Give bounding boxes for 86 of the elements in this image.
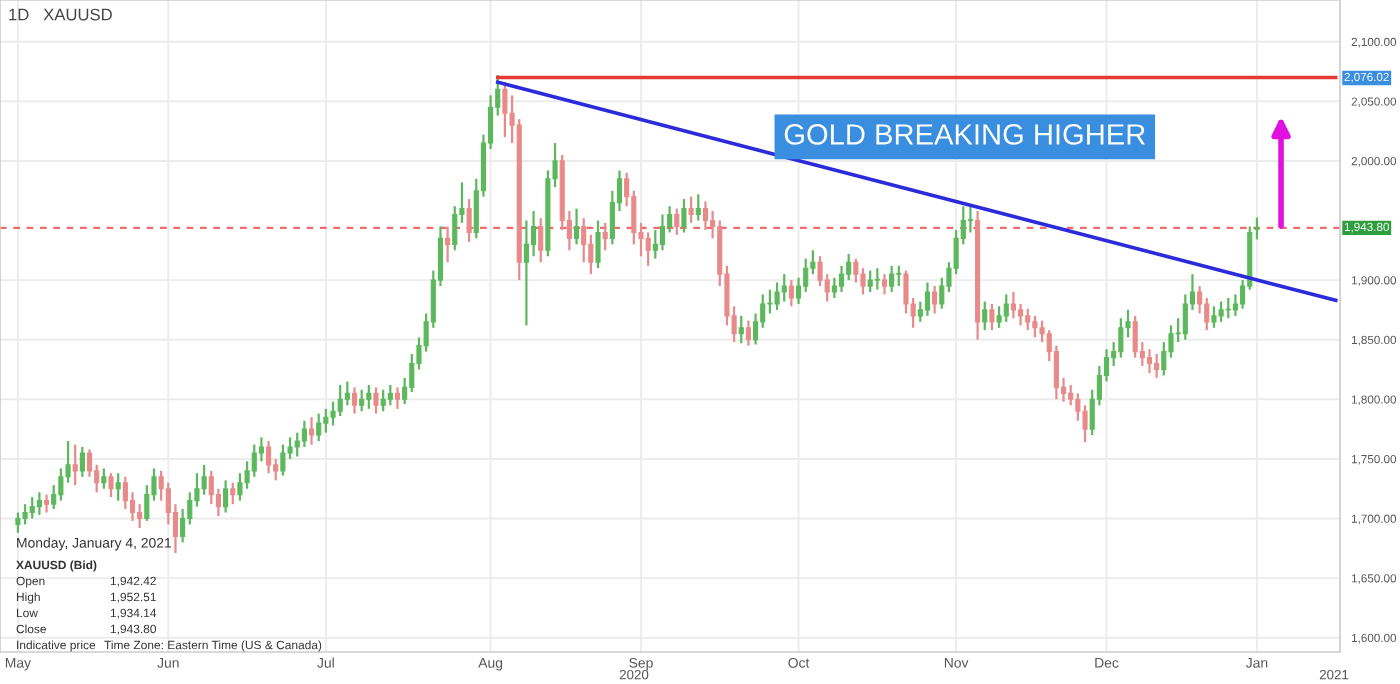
candlestick bbox=[466, 197, 472, 244]
candlestick bbox=[595, 219, 601, 270]
candlestick bbox=[602, 221, 608, 252]
candlestick bbox=[280, 443, 286, 477]
candlestick bbox=[967, 205, 974, 234]
candlestick bbox=[781, 273, 787, 303]
candlestick bbox=[344, 380, 350, 407]
candlestick bbox=[394, 386, 401, 410]
candlestick bbox=[659, 213, 666, 252]
candlestick bbox=[1132, 314, 1138, 359]
candlestick bbox=[108, 472, 114, 499]
candlestick bbox=[681, 197, 687, 234]
candlestick bbox=[1218, 300, 1224, 323]
candlestick bbox=[258, 436, 264, 463]
candlestick bbox=[867, 269, 873, 294]
candlestick bbox=[1146, 348, 1153, 375]
candlestick bbox=[896, 264, 902, 288]
candlestick bbox=[43, 493, 50, 514]
candlestick bbox=[674, 207, 680, 236]
candlestick bbox=[79, 445, 85, 478]
candlestick bbox=[695, 193, 701, 222]
candlestick bbox=[230, 481, 236, 506]
candlestick bbox=[1032, 314, 1038, 339]
candlestick bbox=[889, 264, 895, 294]
candlestick bbox=[932, 284, 938, 315]
annotation: GOLD BREAKING HIGHER bbox=[784, 124, 1145, 145]
candlestick bbox=[29, 495, 35, 520]
candlestick bbox=[860, 267, 866, 296]
candlestick bbox=[452, 205, 458, 252]
candlestick bbox=[223, 479, 229, 514]
candlestick bbox=[924, 281, 931, 317]
candlestick bbox=[101, 467, 107, 490]
candlestick bbox=[86, 448, 93, 478]
candlestick bbox=[702, 200, 709, 232]
candlestick bbox=[939, 276, 945, 310]
candlestick bbox=[316, 412, 322, 443]
candlestick bbox=[51, 484, 57, 511]
candlestick bbox=[989, 302, 995, 332]
candlestick bbox=[745, 319, 751, 347]
candlestick bbox=[115, 472, 121, 502]
candlestick bbox=[523, 219, 529, 327]
candlestick bbox=[688, 195, 694, 225]
candlestick bbox=[795, 276, 802, 306]
candlestick bbox=[22, 503, 28, 526]
candlestick bbox=[1161, 340, 1167, 377]
candlestick bbox=[308, 416, 315, 446]
candlestick bbox=[838, 264, 845, 294]
candlestick bbox=[359, 388, 365, 413]
annotation: 1D XAUUSD bbox=[9, 8, 112, 21]
candlestick bbox=[738, 314, 744, 345]
candlestick bbox=[502, 81, 508, 139]
candlestick bbox=[645, 231, 651, 267]
candlestick bbox=[351, 386, 358, 415]
candlestick bbox=[982, 300, 988, 332]
candlestick bbox=[323, 407, 329, 434]
candlestick bbox=[380, 388, 386, 413]
candlestick bbox=[445, 225, 451, 264]
candlestick bbox=[1211, 305, 1217, 329]
candlestick bbox=[874, 267, 880, 291]
candlestick bbox=[788, 279, 794, 308]
candlestick bbox=[538, 217, 544, 264]
candlestick bbox=[881, 273, 888, 296]
candlestick bbox=[180, 507, 186, 544]
candlestick bbox=[366, 383, 372, 410]
candlestick bbox=[144, 484, 150, 522]
candlestick bbox=[1068, 383, 1074, 407]
candlestick bbox=[767, 288, 773, 315]
candlestick bbox=[1010, 290, 1016, 320]
candlestick bbox=[251, 443, 257, 478]
candlestick bbox=[15, 511, 21, 534]
candlestick bbox=[573, 207, 580, 246]
candlestick bbox=[1003, 293, 1009, 323]
candlestick bbox=[1118, 317, 1124, 359]
candlestick bbox=[581, 217, 587, 264]
candlestick bbox=[774, 281, 780, 312]
candlestick bbox=[1225, 296, 1231, 320]
candlestick bbox=[301, 419, 307, 449]
candlestick bbox=[373, 386, 379, 415]
candlestick bbox=[36, 491, 42, 517]
candlestick bbox=[1025, 307, 1031, 332]
candlestick bbox=[1197, 284, 1203, 315]
candlestick bbox=[387, 383, 393, 407]
candlestick bbox=[1154, 352, 1160, 379]
candlestick bbox=[337, 383, 343, 418]
candlestick bbox=[72, 443, 78, 487]
candlestick bbox=[266, 439, 272, 475]
